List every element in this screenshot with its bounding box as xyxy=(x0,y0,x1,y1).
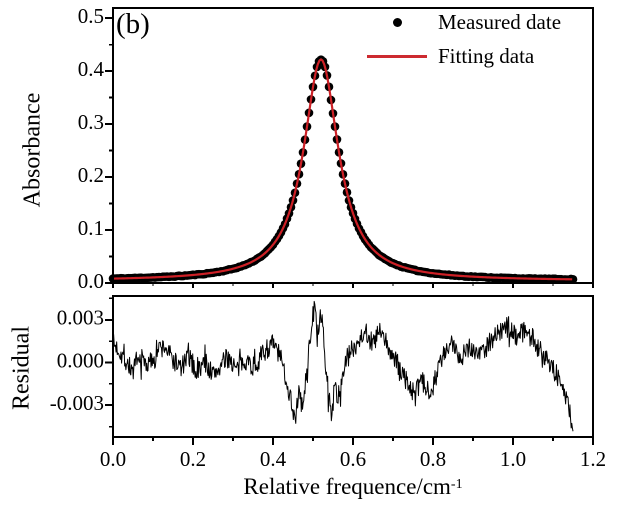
x-tick-label: 0.4 xyxy=(260,447,287,471)
fit-line xyxy=(112,58,573,281)
legend-label-measured: Measured date xyxy=(438,9,562,34)
y-tick-label-absorbance: 0.2 xyxy=(78,163,104,187)
dot-icon xyxy=(392,17,402,27)
x-axis-title-exponent: -1 xyxy=(450,477,463,492)
residual-trace xyxy=(112,300,574,432)
legend-marker-cell xyxy=(364,17,430,27)
x-tick-label: 0.0 xyxy=(100,447,126,471)
y-tick-label-residual: 0.003 xyxy=(57,306,104,330)
y-axis-title-absorbance: Absorbance xyxy=(19,92,46,208)
plot-frame-bottom xyxy=(112,295,594,438)
y-tick-label-absorbance: 0.0 xyxy=(78,269,104,293)
legend-entry-fitting: Fitting data xyxy=(364,39,561,73)
panel-label: (b) xyxy=(116,8,150,40)
y-tick-label-residual: -0.003 xyxy=(50,391,104,415)
x-tick-label: 0.8 xyxy=(420,447,446,471)
legend-entry-measured: Measured date xyxy=(364,5,561,39)
legend-marker-cell xyxy=(364,54,430,58)
y-tick-label-absorbance: 0.4 xyxy=(78,57,105,81)
x-tick-label: 0.2 xyxy=(180,447,206,471)
x-axis-title-base: Relative frequence/cm xyxy=(243,474,451,499)
x-tick-label: 1.2 xyxy=(580,447,606,471)
legend-label-fitting: Fitting data xyxy=(438,43,535,68)
y-tick-label-residual: 0.000 xyxy=(57,348,104,372)
y-tick-label-absorbance: 0.5 xyxy=(78,4,104,28)
line-icon xyxy=(367,54,427,58)
x-tick-label: 0.6 xyxy=(340,447,366,471)
y-axis-title-residual: Residual xyxy=(8,326,35,410)
x-tick-label: 1.0 xyxy=(500,447,526,471)
legend: Measured date Fitting data xyxy=(364,5,561,73)
plot-frame-top xyxy=(112,7,594,284)
y-tick-label-absorbance: 0.3 xyxy=(78,110,104,134)
measured-point xyxy=(568,274,578,284)
x-axis-title: Relative frequence/cm-1 xyxy=(113,474,593,500)
y-tick-label-absorbance: 0.1 xyxy=(78,216,104,240)
